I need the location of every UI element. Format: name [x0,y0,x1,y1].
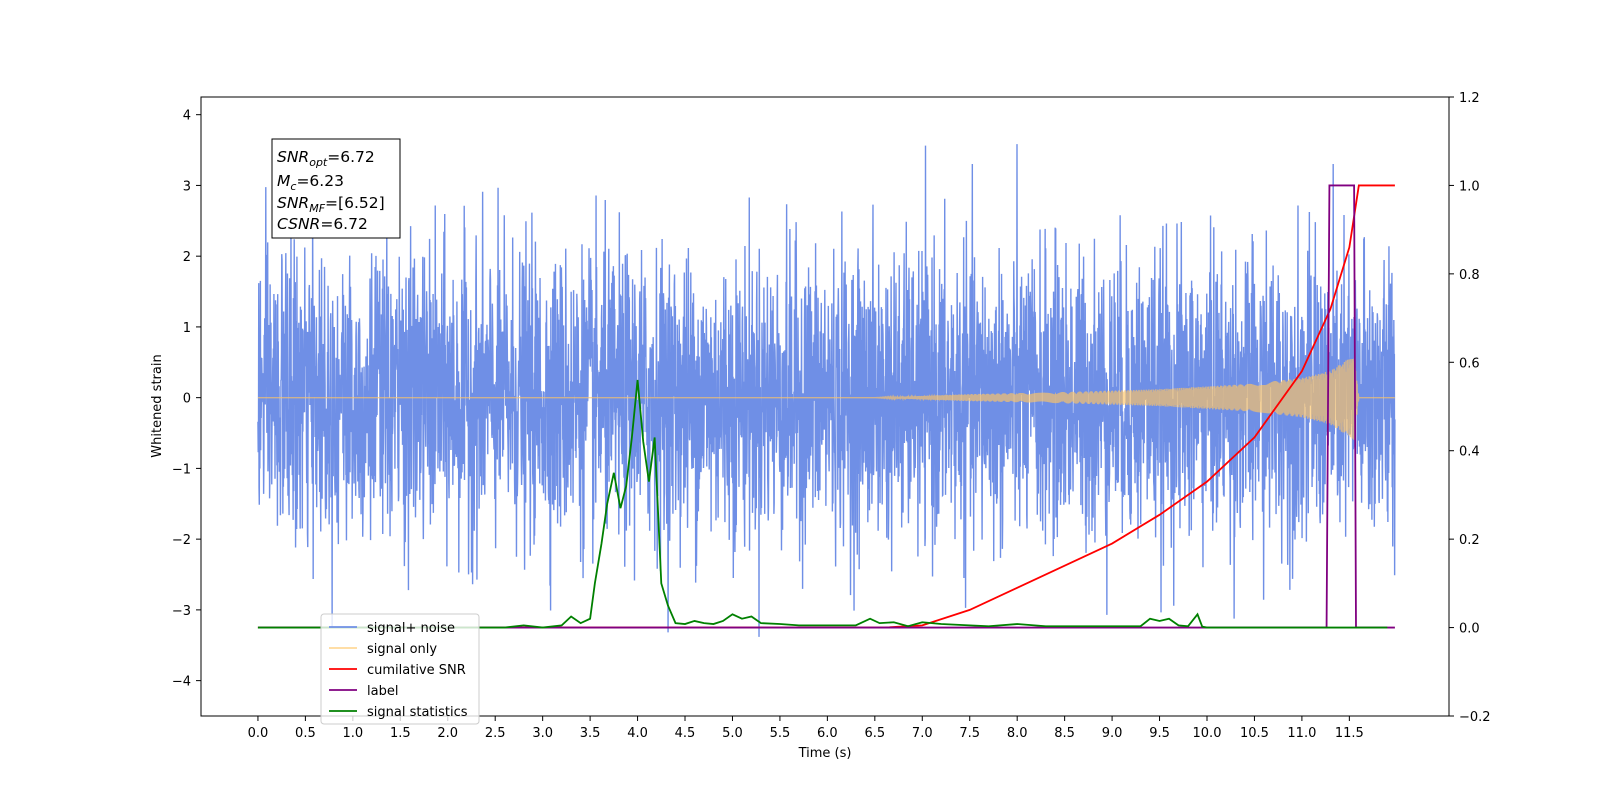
mc-value: =6.23 [296,172,344,190]
legend-frame [320,613,480,725]
series-cumilative-snr [257,184,1395,629]
series-signal-statistics [257,379,1388,629]
x-tick-label: 8.5 [1054,726,1075,741]
x-tick-label: 1.5 [390,726,411,741]
x-tick-label: 5.5 [770,726,791,741]
x-tick-label: 9.0 [1102,726,1123,741]
x-tick-label: 2.0 [437,726,458,741]
y2-tick-label: 0.8 [1459,268,1480,283]
snr-opt-main: SNR [277,148,309,166]
annotation-mc: Mc=6.23 [277,172,344,193]
y-tick-label: −3 [172,604,191,619]
annotation-csnr: CSNR=6.72 [277,215,368,233]
y-tick-label: −1 [172,462,191,477]
annotation-snr-opt: SNRopt=6.72 [277,148,375,169]
y-tick-label: 1 [183,321,191,336]
snr-mf-main: SNR [277,194,309,212]
csnr-main: CSNR [277,215,320,233]
x-tick-label: 11.5 [1335,726,1364,741]
legend-label-cumilative-snr: cumilative SNR [367,663,466,678]
x-tick-label: 9.5 [1149,726,1170,741]
mc-main: M [277,172,290,190]
plot-frame [200,96,1450,717]
snr-mf-sub: MF [309,202,325,215]
y2-tick-label: 1.2 [1459,91,1480,106]
x-tick-label: 2.5 [485,726,506,741]
legend-label-signal-statistics: signal statistics [367,705,468,720]
x-tick-label: 0.5 [295,726,316,741]
snr-opt-sub: opt [309,156,328,169]
series-signal-noise [257,144,1396,637]
x-tick-label: 7.0 [912,726,933,741]
y-tick-label: 2 [183,250,191,265]
x-tick-label: 6.0 [817,726,838,741]
mc-sub: c [290,180,296,193]
x-tick-label: 1.0 [343,726,364,741]
annotation-box: SNRopt=6.72 Mc=6.23 SNRMF=[6.52] CSNR=6.… [271,138,401,239]
x-tick-label: 7.5 [959,726,980,741]
y-tick-label: −2 [172,533,191,548]
ticks: 0.0 0.5 1.0 1.5 2.0 2.5 3.0 3.5 4.0 4.5 5.0 5.5 6.0 6… [172,91,1491,741]
x-tick-label: 3.5 [580,726,601,741]
x-tick-label: 4.0 [627,726,648,741]
y2-tick-label: 0.0 [1459,622,1480,637]
legend-label-signal-only: signal only [367,642,437,657]
x-tick-label: 8.0 [1007,726,1028,741]
snr-opt-value: =6.72 [327,148,375,166]
y2-tick-label: −0.2 [1459,710,1491,725]
x-tick-label: 4.5 [675,726,696,741]
legend-label-label: label [367,684,398,699]
x-tick-label: 3.0 [532,726,553,741]
y2-tick-label: 0.6 [1459,356,1480,371]
annotation-frame [271,138,401,239]
legend: signal+ noise signal only cumilative SNR la… [320,613,480,725]
snr-mf-value: =[6.52] [325,194,385,212]
y-tick-label: 4 [183,109,191,124]
x-tick-label: 5.0 [722,726,743,741]
y2-tick-label: 0.4 [1459,445,1480,460]
y-tick-label: −4 [172,675,191,690]
csnr-value: =6.72 [320,215,368,233]
x-tick-label: 10.5 [1240,726,1269,741]
annotation-snr-mf: SNRMF=[6.52] [277,194,385,215]
y-tick-label: 3 [183,179,191,194]
x-tick-label: 0.0 [248,726,269,741]
y-axis-label: Whitened strain [150,354,165,457]
plot-area [257,144,1396,637]
x-tick-label: 10.0 [1193,726,1222,741]
x-tick-label: 11.0 [1287,726,1316,741]
x-axis-label: Time (s) [798,746,852,761]
legend-label-signal-noise: signal+ noise [367,621,455,636]
y2-tick-label: 1.0 [1459,179,1480,194]
y-tick-label: 0 [183,392,191,407]
y2-tick-label: 0.2 [1459,533,1480,548]
series-signal-only [257,358,1395,440]
x-tick-label: 6.5 [864,726,885,741]
